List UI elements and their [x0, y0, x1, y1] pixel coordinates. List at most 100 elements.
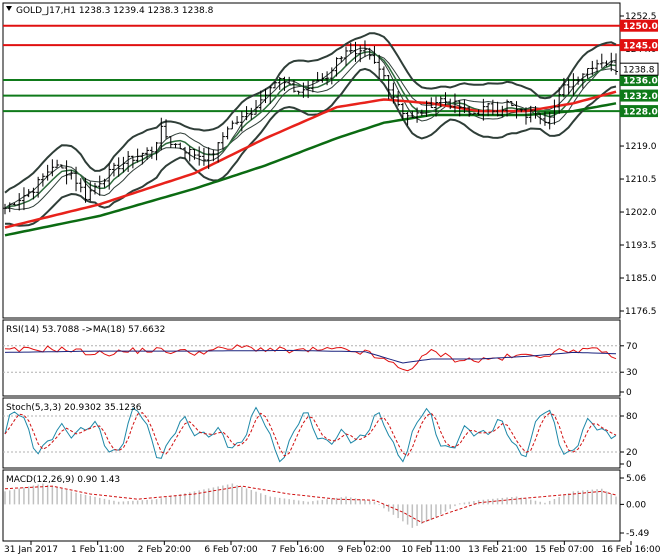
price-bar — [31, 187, 36, 200]
price-bar — [320, 73, 325, 83]
price-bar — [490, 99, 495, 116]
price-bar — [348, 42, 353, 54]
inner-band-upper — [4, 47, 617, 209]
price-bar — [585, 68, 590, 79]
macd-tick-label: -5.49 — [626, 529, 650, 539]
price-bar — [192, 148, 197, 160]
price-tick-label: 1252.5 — [625, 12, 657, 22]
moving-average-fast — [4, 51, 617, 209]
price-bar — [239, 111, 244, 132]
price-bar — [505, 99, 510, 117]
price-bar — [476, 109, 481, 116]
moving-average-slow-green — [4, 102, 617, 237]
price-bar — [358, 45, 363, 63]
price-bar — [471, 112, 476, 115]
price-bar — [69, 170, 74, 180]
price-bar — [249, 107, 254, 120]
price-bar — [367, 47, 372, 60]
price-bar — [381, 66, 386, 80]
price-bar — [102, 178, 107, 188]
price-bar — [372, 46, 377, 64]
price-bar — [187, 146, 192, 162]
price-bar — [291, 79, 296, 93]
price-bar — [429, 97, 434, 109]
price-bar — [178, 142, 183, 150]
inner-band-lower — [4, 53, 617, 210]
time-tick-label: 2 Feb 20:00 — [138, 545, 192, 555]
price-bar — [40, 173, 45, 187]
stoch-main-line — [4, 406, 617, 463]
price-bar — [396, 91, 401, 107]
price-bar — [244, 106, 249, 121]
level-label-1250.0: 1250.0 — [623, 22, 658, 32]
price-bar — [159, 117, 164, 151]
price-bar — [145, 147, 150, 160]
level-label-1232.0: 1232.0 — [623, 92, 658, 102]
price-bar — [168, 136, 173, 148]
price-bar — [201, 147, 206, 166]
macd-tick-label: 5.06 — [626, 474, 646, 484]
price-bar — [410, 110, 415, 118]
bollinger-upper-band — [4, 32, 617, 194]
time-tick-label: 13 Feb 21:00 — [468, 545, 527, 555]
price-bar — [595, 59, 600, 73]
price-bar — [17, 193, 22, 211]
price-bar — [306, 80, 311, 99]
price-bar — [282, 76, 287, 91]
price-bar — [21, 187, 26, 211]
level-tag-1245.0 — [620, 39, 658, 52]
level-label-1245.0: 1245.0 — [623, 42, 658, 52]
price-bar — [486, 102, 491, 117]
price-bar — [287, 76, 292, 85]
price-bar — [344, 46, 349, 66]
price-bar — [362, 40, 367, 58]
bollinger-lower-band — [4, 67, 617, 227]
price-bar — [258, 90, 263, 111]
level-label-1228.0: 1228.0 — [623, 108, 658, 118]
panel-macd — [2, 469, 621, 542]
price-bar — [462, 99, 467, 113]
level-label-1236.0: 1236.0 — [623, 77, 658, 87]
stoch-tick-label: 0 — [626, 460, 632, 470]
price-bar — [12, 202, 17, 206]
rsi-tick-label: 30 — [626, 368, 638, 378]
price-bar — [514, 101, 519, 119]
price-bar — [310, 80, 315, 93]
price-bar — [268, 85, 273, 104]
level-tag-1236.0 — [620, 74, 658, 87]
last-price-tag — [619, 62, 659, 76]
price-bar — [83, 177, 88, 203]
price-bar — [78, 178, 83, 193]
price-bar — [571, 73, 576, 97]
price-bar — [434, 96, 439, 117]
level-tag-1232.0 — [620, 89, 658, 102]
price-bar — [182, 146, 187, 159]
price-bar — [197, 146, 202, 166]
price-bar — [452, 93, 457, 114]
time-tick-label: 31 Jan 2017 — [4, 545, 58, 555]
price-bar — [443, 92, 448, 106]
macd-signal-line — [4, 485, 617, 524]
price-bar — [481, 98, 486, 121]
time-tick-label: 10 Feb 11:00 — [401, 545, 460, 555]
price-bar — [552, 99, 557, 125]
price-bar — [216, 142, 221, 163]
price-tick-label: 1202.0 — [625, 208, 657, 218]
price-bar — [220, 132, 225, 150]
rsi-header: RSI(14) 53.7088 ->MA(18) 57.6632 — [6, 325, 165, 335]
price-bar — [448, 98, 453, 110]
panel-main — [2, 2, 621, 319]
level-tag-1250.0 — [620, 19, 658, 32]
price-tick-label: 1210.5 — [625, 175, 657, 185]
price-bar — [542, 111, 547, 126]
price-bar — [467, 106, 472, 117]
price-bar — [301, 82, 306, 98]
price-bar — [164, 119, 169, 139]
level-tag-1228.0 — [620, 105, 658, 118]
price-bar — [424, 100, 429, 117]
price-bar — [561, 77, 566, 98]
price-bar — [509, 101, 514, 107]
price-bar — [97, 175, 102, 196]
price-bar — [64, 160, 69, 185]
